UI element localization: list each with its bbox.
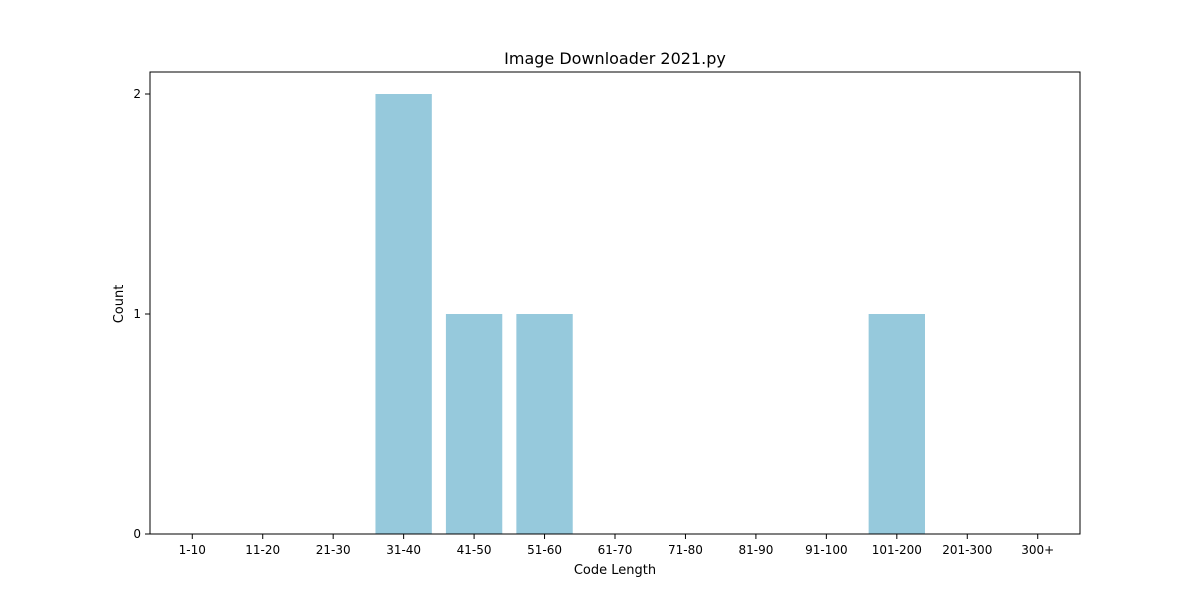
bar-31-40: [375, 94, 432, 534]
x-tick-label-201-300: 201-300: [942, 543, 992, 557]
y-axis-label: Count: [112, 285, 127, 324]
x-tick-label-61-70: 61-70: [598, 543, 633, 557]
x-tick-label-11-20: 11-20: [245, 543, 280, 557]
y-tick-label-1: 1: [133, 307, 141, 321]
y-tick-label-0: 0: [133, 527, 141, 541]
y-tick-label-2: 2: [133, 87, 141, 101]
bar-101-200: [868, 314, 925, 534]
plot-frame: [149, 71, 1081, 535]
chart-title: Image Downloader 2021.py: [504, 49, 726, 68]
bar-41-50: [445, 314, 503, 534]
x-tick-label-300+: 300+: [1021, 543, 1054, 557]
x-tick-label-1-10: 1-10: [179, 543, 206, 557]
bars-layer: [375, 94, 925, 534]
x-tick-label-31-40: 31-40: [386, 543, 421, 557]
x-axis-label: Code Length: [574, 563, 656, 578]
x-tick-label-101-200: 101-200: [872, 543, 922, 557]
x-tick-label-81-90: 81-90: [738, 543, 773, 557]
x-tick-label-91-100: 91-100: [805, 543, 848, 557]
bar-51-60: [516, 314, 573, 534]
x-tick-label-51-60: 51-60: [527, 543, 562, 557]
axes-layer: 1-10 11-20 21-30 31-40 41-50 51-60 61-70 71-80 8…: [133, 71, 1081, 557]
x-tick-label-71-80: 71-80: [668, 543, 703, 557]
x-tick-label-21-30: 21-30: [316, 543, 351, 557]
x-tick-label-41-50: 41-50: [457, 543, 492, 557]
